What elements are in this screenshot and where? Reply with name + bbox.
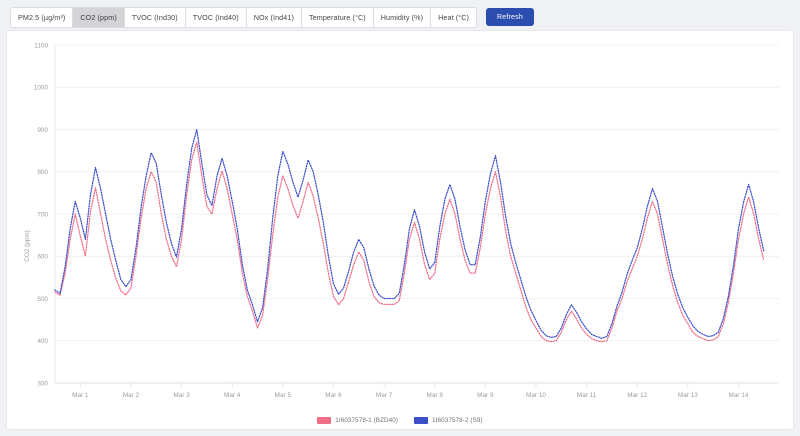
x-tick-label: Mar 10 [526,392,546,399]
x-tick-label: Mar 1 [72,392,89,399]
y-tick-label: 500 [37,296,48,303]
tab-pm2-5-g-m[interactable]: PM2.5 (µg/m³) [10,6,73,28]
tab-tvoc-ind40[interactable]: TVOC (Ind40) [184,6,246,28]
legend-swatch [317,417,332,424]
tab-label: NOx (Ind41) [253,12,294,22]
chart-legend: 1I6037578-1 (BZD40) 1I6037578-2 (S9) [7,417,793,424]
y-tick-label: 1000 [34,85,49,92]
x-tick-label: Mar 9 [477,392,494,399]
y-tick-label: 600 [37,254,48,261]
tab-co2-ppm[interactable]: CO2 (ppm) [72,6,124,28]
tab-label: TVOC (Ind40) [192,12,239,22]
x-tick-label: Mar 11 [577,392,597,399]
series-lines [54,128,765,343]
tab-label: Humidity (%) [380,12,424,22]
legend-label: 1I6037578-2 (S9) [432,417,483,424]
x-tick-label: Mar 14 [729,392,749,399]
tab-heat-c[interactable]: Heat (°C) [430,6,478,28]
y-tick-label: 900 [37,127,48,134]
x-tick-label: Mar 5 [275,392,292,399]
metric-tabs: PM2.5 (µg/m³) CO2 (ppm) TVOC (Ind30) TVOC (… [10,6,478,28]
x-tick-label: Mar 2 [123,392,140,399]
tab-label: PM2.5 (µg/m³) [18,12,66,22]
y-tick-label: 700 [37,211,48,218]
tab-label: Heat (°C) [438,12,470,22]
legend-swatch [414,417,429,424]
legend-item[interactable]: 1I6037578-2 (S9) [414,417,483,424]
grid-lines [54,44,779,384]
metric-toolbar: PM2.5 (µg/m³) CO2 (ppm) TVOC (Ind30) TVOC (… [6,6,794,28]
tab-tvoc-ind30[interactable]: TVOC (Ind30) [123,6,185,28]
tab-temperature-c[interactable]: Temperature (°C) [300,6,373,28]
y-axis-title: CO2 (ppm) [24,230,31,262]
y-tick-label: 800 [37,169,48,176]
tab-label: TVOC (Ind30) [131,12,178,22]
refresh-button[interactable]: Refresh [486,8,534,26]
x-tick-label: Mar 12 [627,392,647,399]
chart-area: 300 400 500 600 700 800 900 1000 1100 Mar 1 Mar 2… [7,31,793,429]
co2-line-chart[interactable]: 300 400 500 600 700 800 900 1000 1100 Mar 1 Mar 2… [7,31,793,429]
tab-label: CO2 (ppm) [80,12,117,22]
x-tick-label: Mar 3 [173,392,190,399]
x-tick-label: Mar 13 [678,392,698,399]
y-tick-label: 300 [37,380,48,387]
chart-card: 300 400 500 600 700 800 900 1000 1100 Mar 1 Mar 2… [6,30,794,430]
series-line[interactable] [54,128,765,339]
y-axis-ticks: 300 400 500 600 700 800 900 1000 1100 [34,42,49,387]
x-tick-label: Mar 7 [376,392,393,399]
legend-item[interactable]: 1I6037578-1 (BZD40) [317,417,398,424]
x-axis-ticks: Mar 1 Mar 2 Mar 3 Mar 4 Mar 5 Mar 6 Mar 7 Mar 8… [72,383,749,399]
tab-label: Temperature (°C) [308,12,366,22]
x-tick-label: Mar 4 [224,392,241,399]
y-tick-label: 400 [37,338,48,345]
tab-nox-ind41[interactable]: NOx (Ind41) [245,6,301,28]
legend-label: 1I6037578-1 (BZD40) [335,417,399,424]
series-line[interactable] [54,141,765,343]
x-tick-label: Mar 6 [325,392,342,399]
y-tick-label: 1100 [34,42,48,49]
x-tick-label: Mar 8 [427,392,444,399]
tab-humidity[interactable]: Humidity (%) [372,6,431,28]
